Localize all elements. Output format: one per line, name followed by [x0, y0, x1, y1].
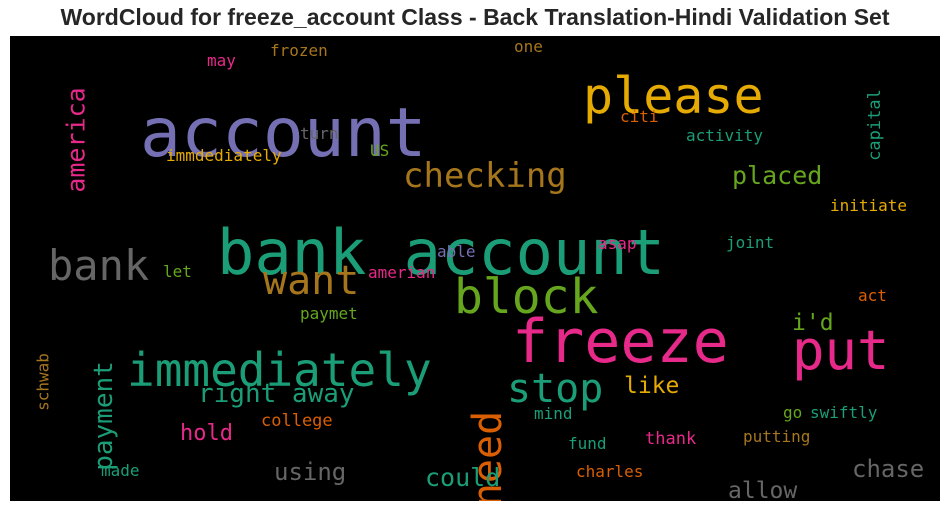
word-us: US — [370, 141, 389, 160]
word-checking: checking — [403, 156, 567, 196]
word-swiftly: swiftly — [810, 403, 878, 422]
word-initiate: initiate — [830, 196, 907, 215]
word-account: account — [140, 94, 427, 173]
word-charles: charles — [576, 462, 643, 481]
word-hold: hold — [180, 421, 233, 446]
word-chase: chase — [852, 455, 924, 483]
word-act: act — [858, 286, 887, 305]
word-frozen: frozen — [270, 41, 328, 60]
word-paymet: paymet — [300, 304, 358, 323]
word-college: college — [261, 411, 333, 431]
word-like: like — [624, 373, 679, 399]
word-bank: bank — [48, 241, 149, 290]
word-need: need — [465, 411, 511, 501]
wordcloud-panel: account please bank account freeze immediate… — [10, 36, 940, 501]
word-america: america — [62, 87, 91, 192]
word-immediately: immediately — [127, 343, 432, 397]
word-bank-account: bank account — [217, 216, 665, 289]
word-i-d: i'd — [792, 310, 834, 336]
word-let: let — [163, 262, 192, 281]
word-right-away: right away — [198, 379, 355, 409]
word-asap: asap — [598, 234, 637, 253]
chart-title: WordCloud for freeze_account Class - Bac… — [60, 4, 890, 30]
wordcloud-canvas: account please bank account freeze immediate… — [34, 37, 925, 501]
word-stop: stop — [507, 366, 603, 412]
word-activity: activity — [686, 126, 763, 145]
word-able: able — [437, 242, 476, 261]
word-using: using — [274, 458, 346, 486]
word-immdediately: immdediately — [166, 146, 282, 165]
word-thank: thank — [645, 429, 696, 449]
word-made: made — [101, 461, 140, 480]
word-block: block — [454, 269, 599, 325]
word-go: go — [783, 403, 802, 422]
word-putting: putting — [743, 427, 810, 446]
word-allow: allow — [728, 478, 797, 501]
word-capital: capital — [865, 89, 885, 161]
word-please: please — [583, 67, 764, 125]
word-citi: citi — [620, 107, 659, 126]
word-placed: placed — [732, 161, 822, 190]
word-could: could — [425, 463, 500, 492]
word-one: one — [514, 37, 543, 56]
word-fund: fund — [568, 434, 607, 453]
word-amerian: amerian — [368, 263, 435, 282]
word-payment: payment — [89, 361, 119, 471]
word-freeze: freeze — [512, 307, 729, 377]
word-turn: turn — [300, 124, 339, 143]
word-mind: mind — [534, 404, 573, 423]
word-put: put — [792, 319, 890, 382]
word-want: want — [263, 258, 359, 304]
word-schwab: schwab — [34, 353, 53, 411]
word-joint: joint — [726, 233, 774, 252]
word-may: may — [207, 51, 236, 70]
